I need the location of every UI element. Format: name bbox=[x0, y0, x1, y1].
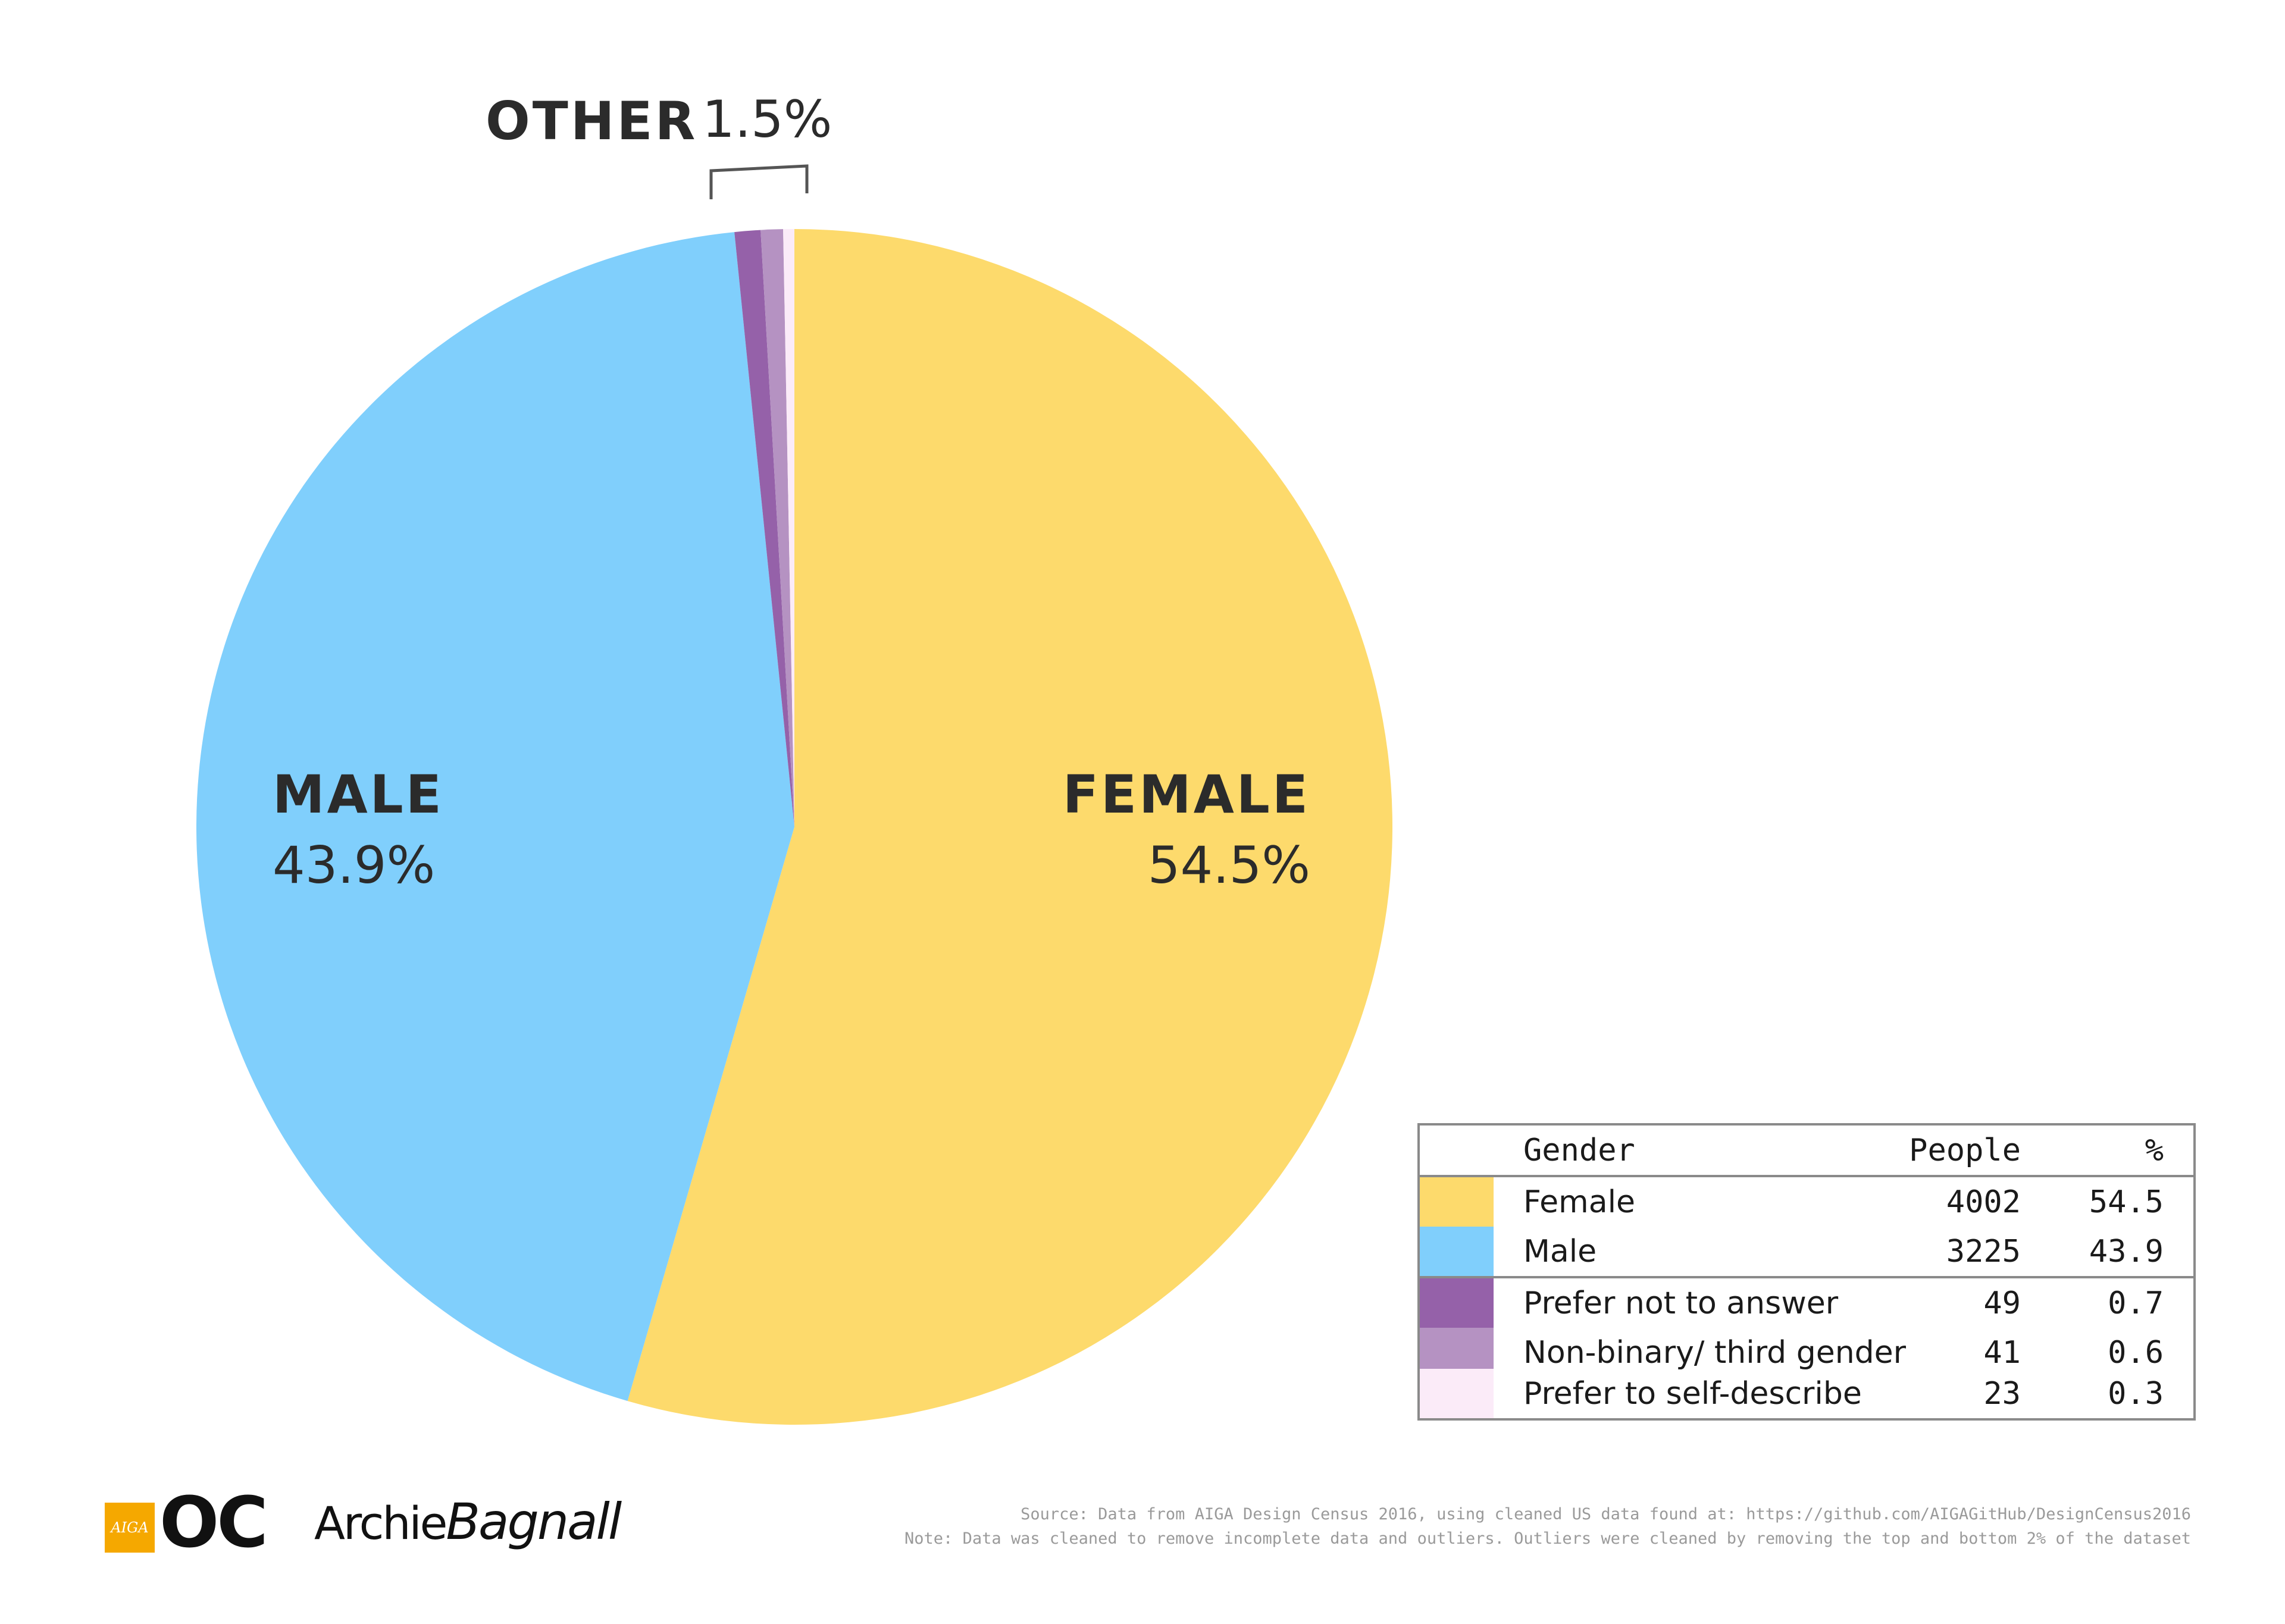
legend-swatch bbox=[1420, 1369, 1494, 1418]
legend-swatch bbox=[1420, 1278, 1494, 1328]
other-pct: 1.5% bbox=[702, 90, 832, 149]
male-label: MALE bbox=[273, 764, 444, 825]
author-first-name: Archie bbox=[314, 1497, 447, 1550]
legend-people: 41 bbox=[1983, 1334, 2021, 1371]
pie-slice-non-binary-third-gender bbox=[760, 229, 794, 827]
pie-slice-female bbox=[627, 229, 1392, 1425]
legend-name: Non-binary/ third gender bbox=[1523, 1334, 1907, 1371]
legend-table: Gender People % Female 4002 54.5 Male 32… bbox=[1417, 1123, 2196, 1421]
legend-pct: 54.5 bbox=[2089, 1184, 2164, 1220]
legend-header-gender: Gender bbox=[1523, 1132, 1635, 1168]
pie-slice-prefer-to-self-describe bbox=[783, 229, 794, 827]
legend-pct: 0.7 bbox=[2108, 1285, 2164, 1321]
legend-row-prefer-not: Prefer not to answer 49 0.7 bbox=[1420, 1278, 2193, 1328]
legend-pct: 0.3 bbox=[2108, 1375, 2164, 1412]
other-label: OTHER bbox=[486, 90, 698, 152]
male-pct: 43.9% bbox=[273, 836, 436, 895]
legend-people: 49 bbox=[1983, 1285, 2021, 1321]
legend-people: 3225 bbox=[1946, 1233, 2021, 1269]
legend-header-pct: % bbox=[2145, 1132, 2164, 1168]
oc-logo: OC bbox=[159, 1481, 268, 1563]
legend-pct: 0.6 bbox=[2108, 1334, 2164, 1371]
legend-name: Male bbox=[1523, 1233, 1597, 1269]
other-bracket bbox=[709, 164, 809, 199]
legend-people: 4002 bbox=[1946, 1184, 2021, 1220]
aiga-logo: AIGA bbox=[105, 1503, 155, 1553]
female-pct: 54.5% bbox=[1147, 836, 1310, 895]
legend-divider bbox=[1420, 1175, 2193, 1177]
aiga-logo-text: AIGA bbox=[111, 1519, 149, 1536]
female-label: FEMALE bbox=[1062, 764, 1310, 825]
author-logo: ArchieBagnall bbox=[314, 1497, 622, 1550]
legend-header-row: Gender People % bbox=[1420, 1125, 2193, 1175]
cleaning-note: Note: Data was cleaned to remove incompl… bbox=[904, 1529, 2191, 1548]
legend-row-self-describe: Prefer to self-describe 23 0.3 bbox=[1420, 1369, 2193, 1418]
source-note: Source: Data from AIGA Design Census 201… bbox=[1021, 1505, 2191, 1523]
legend-swatch bbox=[1420, 1227, 1494, 1276]
legend-divider bbox=[1420, 1276, 2193, 1278]
legend-header-people: People bbox=[1909, 1132, 2021, 1168]
legend-name: Female bbox=[1523, 1184, 1636, 1220]
author-last-name: Bagnall bbox=[446, 1493, 622, 1551]
legend-row-female: Female 4002 54.5 bbox=[1420, 1177, 2193, 1227]
pie-slice-prefer-not-to-answer bbox=[734, 230, 794, 827]
legend-pct: 43.9 bbox=[2089, 1233, 2164, 1269]
legend-row-male: Male 3225 43.9 bbox=[1420, 1227, 2193, 1276]
legend-name: Prefer not to answer bbox=[1523, 1285, 1839, 1321]
pie-slice-male bbox=[196, 232, 795, 1402]
legend-people: 23 bbox=[1983, 1375, 2021, 1412]
legend-swatch bbox=[1420, 1177, 1494, 1227]
legend-name: Prefer to self-describe bbox=[1523, 1375, 1862, 1412]
